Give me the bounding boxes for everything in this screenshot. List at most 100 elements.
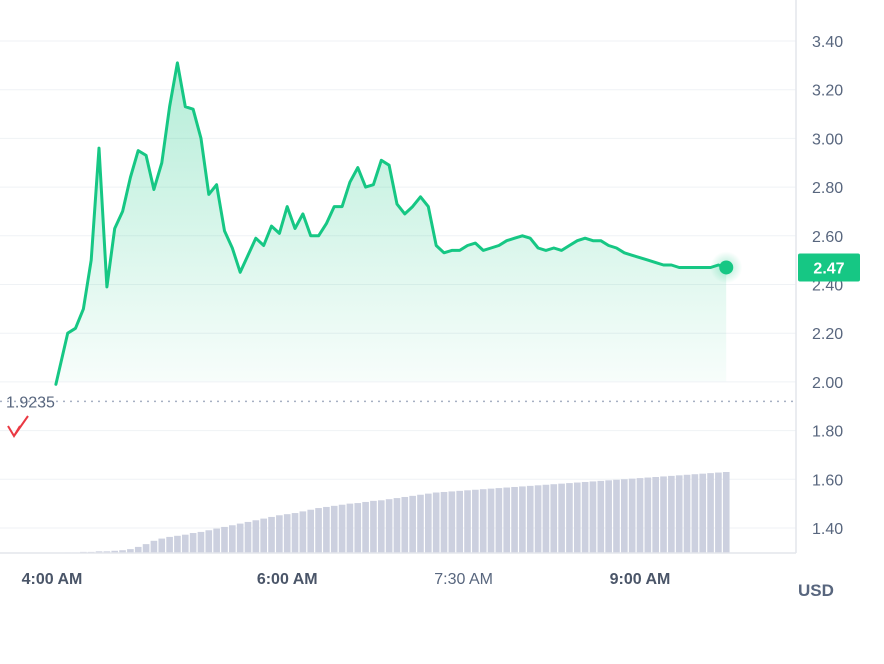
volume-bar	[628, 478, 636, 553]
price-point	[357, 166, 359, 168]
price-point	[333, 205, 335, 207]
price-line	[54, 61, 728, 386]
price-point	[74, 327, 76, 329]
y-tick-label: 2.20	[812, 326, 843, 343]
price-point	[545, 249, 547, 251]
price-point	[317, 235, 319, 237]
x-tick-label: 4:00 AM	[22, 571, 83, 588]
price-point	[200, 137, 202, 139]
volume-bar	[268, 516, 275, 553]
price-point	[55, 383, 57, 385]
price-point	[498, 244, 500, 246]
volume-bar	[197, 531, 205, 553]
y-tick-label: 2.80	[812, 180, 843, 197]
volume-bar	[142, 544, 150, 553]
price-point	[325, 222, 327, 224]
price-point	[98, 147, 100, 149]
volume-bar	[487, 488, 495, 553]
x-tick-label: 7:30 AM	[434, 571, 493, 588]
volume-bar	[362, 501, 369, 553]
price-point	[114, 227, 116, 229]
volume-bar	[323, 506, 330, 553]
price-point	[662, 264, 664, 266]
price-point	[66, 332, 68, 334]
volume-bar	[519, 486, 526, 553]
price-point	[255, 237, 257, 239]
price-point	[623, 252, 625, 254]
price-point	[208, 193, 210, 195]
price-point	[121, 210, 123, 212]
volume-bar	[432, 492, 440, 553]
price-point	[192, 108, 194, 110]
price-point	[262, 244, 264, 246]
price-point	[568, 244, 570, 246]
price-point	[372, 183, 374, 185]
volume-bar	[338, 504, 346, 553]
volume-bar	[597, 480, 605, 553]
volume-bar	[409, 495, 416, 553]
price-point	[294, 227, 296, 229]
volume-bar	[229, 525, 236, 553]
price-point	[184, 106, 186, 108]
volume-bar	[236, 523, 244, 553]
volume-bar	[660, 476, 667, 553]
volume-bar	[119, 550, 126, 553]
volume-bar	[181, 534, 189, 553]
volume-bar	[558, 483, 565, 553]
y-tick-label: 3.00	[812, 131, 843, 148]
price-point	[419, 196, 421, 198]
current-price-dot[interactable]	[719, 260, 734, 275]
price-point	[490, 247, 492, 249]
price-point	[694, 266, 696, 268]
price-point	[702, 266, 704, 268]
price-point	[584, 237, 586, 239]
price-point	[451, 249, 453, 251]
volume-bar	[636, 478, 644, 553]
volume-bar	[691, 474, 699, 553]
volume-bar	[589, 481, 597, 553]
volume-bar	[150, 540, 158, 553]
price-point	[286, 205, 288, 207]
y-tick-label: 1.80	[812, 424, 843, 441]
currency-unit: USD	[798, 581, 834, 600]
price-point	[686, 266, 688, 268]
volume-bar	[550, 484, 558, 553]
price-point	[647, 259, 649, 261]
volume-bar	[707, 473, 714, 553]
volume-bar	[644, 477, 652, 553]
price-point	[474, 242, 476, 244]
volume-bar	[111, 550, 119, 553]
volume-bar	[621, 479, 628, 553]
volume-bar	[613, 479, 620, 553]
y-tick-label: 3.40	[812, 34, 843, 51]
y-tick-label: 2.00	[812, 375, 843, 392]
volume-bar	[417, 494, 424, 553]
volume-bar	[566, 483, 573, 553]
y-axis: 1.40 1.60 1.80 2.00 2.20 2.40 2.60 2.80 3.00 3.20…	[812, 34, 843, 538]
price-point	[247, 254, 249, 256]
volume-bar	[103, 551, 111, 553]
price-point	[411, 205, 413, 207]
price-point	[404, 213, 406, 215]
price-point	[145, 154, 147, 156]
volume-bar	[573, 482, 581, 553]
price-point	[427, 205, 429, 207]
volume-bar	[683, 474, 691, 553]
price-point	[396, 203, 398, 205]
price-point	[380, 159, 382, 161]
volume-bar	[134, 546, 142, 553]
volume-bar	[127, 549, 134, 553]
volume-bar	[283, 514, 291, 553]
volume-bar	[472, 489, 479, 553]
price-point	[600, 239, 602, 241]
price-point	[223, 230, 225, 232]
y-tick-label: 1.60	[812, 472, 843, 489]
price-point	[553, 247, 555, 249]
price-point	[678, 266, 680, 268]
volume-bar	[315, 508, 322, 553]
x-tick-label: 6:00 AM	[257, 571, 318, 588]
volume-bar	[495, 488, 503, 553]
volume-bar	[425, 493, 432, 553]
volume-bar	[479, 489, 487, 553]
price-point	[82, 308, 84, 310]
